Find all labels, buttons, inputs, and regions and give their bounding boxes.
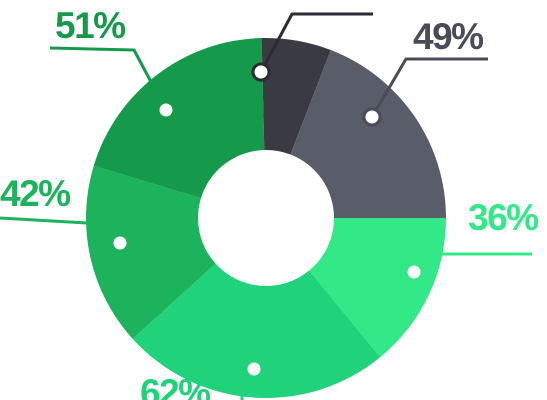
slice-51 — [93, 38, 265, 199]
leader-dot — [362, 107, 382, 127]
labels-group: 36% 62% 42% 51% 49% — [0, 5, 540, 400]
slice-49 — [290, 50, 446, 219]
slice-62 — [132, 263, 381, 398]
leader-lines-group — [0, 12, 532, 400]
leader-dot — [404, 262, 424, 282]
slice-42 — [86, 165, 216, 339]
leader-dot — [244, 359, 264, 379]
leader-line — [370, 57, 488, 118]
leader-dot — [251, 62, 271, 82]
leader-line — [49, 46, 168, 111]
leader-dot — [110, 233, 130, 253]
leader-dot — [156, 100, 176, 120]
slice-36 — [309, 218, 446, 358]
label-62: 62% — [140, 372, 210, 400]
slice-unlabeled-dark — [261, 37, 331, 155]
leader-line — [0, 216, 121, 245]
leader-line — [259, 12, 373, 73]
label-51: 51% — [55, 5, 125, 46]
label-42: 42% — [0, 173, 70, 214]
leader-line — [413, 252, 532, 274]
label-36: 36% — [468, 197, 538, 238]
leader-line — [240, 368, 256, 400]
label-49: 49% — [413, 16, 483, 57]
slices-group — [86, 37, 446, 398]
